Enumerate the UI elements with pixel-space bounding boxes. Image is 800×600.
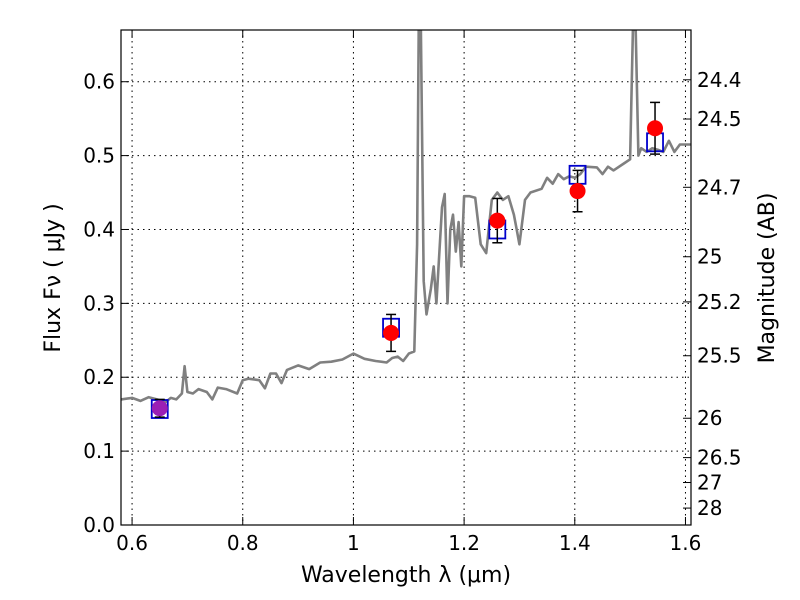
magnitude-tick-label: 25	[697, 245, 722, 269]
x-tick-label: 1.6	[670, 531, 702, 555]
spectrum-line	[121, 30, 691, 404]
y-tick-label: 0.4	[83, 217, 115, 241]
x-tick-label: 1.4	[559, 531, 591, 555]
x-tick-label: 1.2	[448, 531, 480, 555]
x-tick-label: 0.6	[116, 531, 148, 555]
x-axis-label: Wavelength λ (μm)	[301, 563, 511, 588]
observed-point	[383, 324, 400, 341]
x-tick-label: 0.8	[227, 531, 259, 555]
x-tick-label: 1	[347, 531, 360, 555]
points-layer	[150, 101, 664, 419]
y-axis-label: Flux Fν ( μJy )	[41, 203, 66, 352]
observed-point	[569, 183, 586, 200]
magnitude-tick-label: 28	[697, 496, 722, 520]
magnitude-tick-label: 24.4	[697, 68, 742, 92]
grid	[121, 30, 691, 526]
y-tick-label: 0.6	[83, 70, 115, 94]
y-axis-right-label: Magnitude (AB)	[755, 193, 780, 364]
observed-point	[151, 400, 168, 417]
plot-frame	[120, 29, 692, 526]
magnitude-tick-label: 24.5	[697, 107, 742, 131]
observed-point	[647, 120, 664, 137]
observed-point	[489, 212, 506, 229]
magnitude-tick-label: 27	[697, 471, 722, 495]
y-tick-label: 0.5	[83, 144, 115, 168]
ticks: 0.6 0.8 1 1.2 1.4 1.6 0.0 0.1 0.2 0.3 0.4 0.5 0.6 24.…	[83, 30, 742, 555]
magnitude-tick-label: 25.2	[697, 290, 742, 314]
magnitude-tick-label: 26.5	[697, 446, 742, 470]
spectrum-layer	[121, 30, 691, 404]
magnitude-tick-label: 25.5	[697, 344, 742, 368]
y-tick-label: 0.0	[83, 513, 115, 537]
y-tick-label: 0.3	[83, 291, 115, 315]
y-tick-label: 0.2	[83, 365, 115, 389]
magnitude-tick-label: 24.7	[697, 175, 742, 199]
y-tick-label: 0.1	[83, 439, 115, 463]
magnitude-tick-label: 26	[697, 406, 722, 430]
